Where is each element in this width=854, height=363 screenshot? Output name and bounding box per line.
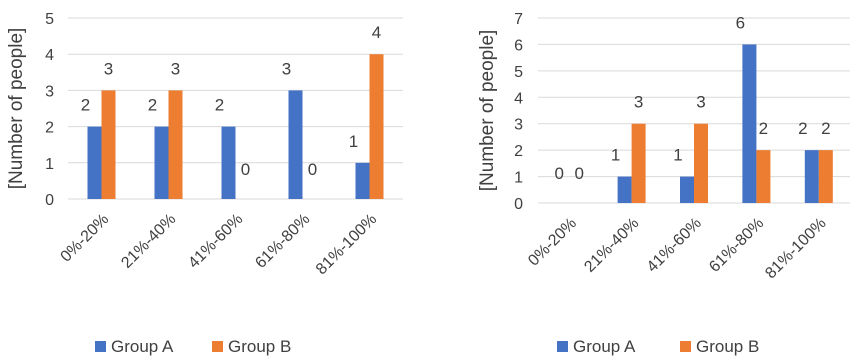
x-category-label: 61%-80% bbox=[252, 211, 313, 272]
y-axis-title: [Number of people] bbox=[6, 28, 27, 190]
y-tick-label: 4 bbox=[45, 47, 54, 64]
data-label: 3 bbox=[171, 59, 180, 78]
data-label: 1 bbox=[673, 146, 682, 165]
x-category-label: 41%-60% bbox=[185, 211, 246, 272]
bar-group-b bbox=[369, 54, 384, 200]
bar-group-a bbox=[742, 44, 757, 203]
legend-swatch-group-a bbox=[95, 341, 106, 352]
data-label: 1 bbox=[349, 132, 358, 151]
data-label: 1 bbox=[611, 146, 620, 165]
data-label: 2 bbox=[215, 96, 224, 115]
legend-label-group-a: Group A bbox=[573, 337, 636, 356]
bar-group-b bbox=[756, 150, 771, 203]
bar-group-a bbox=[355, 162, 370, 199]
bar-group-a bbox=[221, 126, 236, 199]
x-category-label: 21%-40% bbox=[118, 211, 179, 272]
data-label: 2 bbox=[148, 96, 157, 115]
bar-group-b bbox=[168, 90, 183, 199]
data-label: 3 bbox=[282, 59, 291, 78]
data-label: 0 bbox=[308, 160, 317, 179]
y-tick-label: 6 bbox=[514, 37, 523, 54]
data-label: 0 bbox=[241, 160, 250, 179]
legend-label-group-a: Group A bbox=[111, 337, 174, 356]
y-tick-label: 5 bbox=[514, 64, 523, 81]
data-label: 3 bbox=[634, 93, 643, 112]
legend-label-group-b: Group B bbox=[696, 337, 759, 356]
x-category-label: 61%-80% bbox=[706, 215, 767, 276]
data-label: 6 bbox=[736, 13, 745, 32]
y-tick-label: 3 bbox=[45, 83, 54, 100]
bar-group-a bbox=[617, 176, 632, 203]
x-category-label: 0%-20% bbox=[525, 215, 580, 270]
legend-label-group-b: Group B bbox=[228, 337, 291, 356]
legend-swatch-group-b bbox=[680, 341, 691, 352]
y-tick-label: 5 bbox=[45, 11, 54, 28]
x-category-label: 0%-20% bbox=[58, 211, 113, 266]
bar-group-a bbox=[804, 150, 819, 203]
bar-group-a bbox=[680, 176, 694, 203]
bar-group-a bbox=[288, 90, 303, 199]
y-tick-label: 1 bbox=[45, 156, 54, 173]
bar-group-a bbox=[87, 126, 102, 199]
data-label: 3 bbox=[104, 59, 113, 78]
bar-group-b bbox=[631, 123, 646, 203]
x-category-label: 81%-100% bbox=[313, 211, 380, 278]
x-category-label: 81%-100% bbox=[762, 215, 829, 282]
bar-group-b bbox=[818, 150, 833, 203]
data-label: 2 bbox=[759, 119, 768, 138]
y-tick-label: 3 bbox=[514, 117, 523, 134]
data-label: 0 bbox=[554, 164, 563, 183]
data-label: 2 bbox=[81, 96, 90, 115]
bar-group-b bbox=[694, 123, 708, 203]
data-label: 2 bbox=[798, 119, 807, 138]
y-tick-label: 0 bbox=[45, 192, 54, 209]
bar-group-b bbox=[101, 90, 116, 199]
x-category-label: 21%-40% bbox=[581, 215, 642, 276]
legend-swatch-group-b bbox=[212, 341, 223, 352]
y-tick-label: 1 bbox=[514, 170, 523, 187]
bar-group-a bbox=[154, 126, 169, 199]
data-label: 3 bbox=[696, 93, 705, 112]
x-category-label: 41%-60% bbox=[644, 215, 705, 276]
y-tick-label: 2 bbox=[45, 120, 54, 137]
data-label: 0 bbox=[574, 164, 583, 183]
data-label: 4 bbox=[372, 23, 381, 42]
y-tick-label: 2 bbox=[514, 143, 523, 160]
y-tick-label: 0 bbox=[514, 196, 523, 213]
data-label: 2 bbox=[821, 119, 830, 138]
legend-swatch-group-a bbox=[557, 341, 568, 352]
y-tick-label: 7 bbox=[514, 11, 523, 28]
y-tick-label: 4 bbox=[514, 90, 523, 107]
y-axis-title: [Number of people] bbox=[477, 30, 498, 192]
